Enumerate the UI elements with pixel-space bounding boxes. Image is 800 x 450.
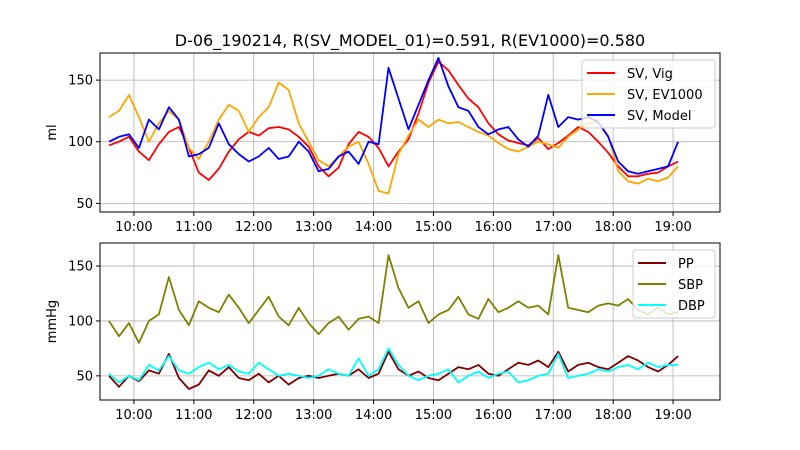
x-tick-label-1: 11:00 — [175, 220, 212, 235]
x-tick-label-3: 13:00 — [295, 408, 332, 423]
bottom-panel-bp: 10:00 11:00 12:00 13:00 14:00 15:00 16:00 17:00… — [45, 242, 721, 423]
y-tick-label-2: 150 — [68, 260, 93, 275]
legend-label-2: DBP — [678, 299, 705, 314]
top-panel-sv: 10:00 11:00 12:00 13:00 14:00 15:00 16:00 17:00… — [45, 52, 721, 235]
x-tick-label-6: 16:00 — [475, 220, 512, 235]
figure-title: D-06_190214, R(SV_MODEL_01)=0.591, R(EV1… — [175, 31, 645, 51]
y-tick-label-2: 150 — [68, 74, 93, 89]
series-line-1 — [108, 254, 679, 344]
legend-label-1: SBP — [678, 278, 703, 293]
legend-box — [632, 249, 716, 319]
x-tick-label-5: 15:00 — [415, 220, 452, 235]
y-axis-label: ml — [45, 124, 60, 140]
y-tick-label-0: 50 — [76, 369, 93, 384]
series-line-2 — [108, 347, 679, 384]
series-line-0 — [108, 350, 679, 390]
y-tick-label-1: 100 — [68, 314, 93, 329]
y-tick-label-0: 50 — [76, 197, 93, 212]
axes-frame — [99, 242, 721, 401]
legend: SV, Vig SV, EV1000 SV, Model — [581, 59, 716, 129]
x-tick-label-0: 10:00 — [115, 408, 152, 423]
x-tick-label-7: 17:00 — [535, 220, 572, 235]
x-tick-label-1: 11:00 — [175, 408, 212, 423]
legend-label-0: SV, Vig — [627, 67, 673, 82]
legend: PP SBP DBP — [632, 249, 716, 319]
y-tick-label-1: 100 — [68, 135, 93, 150]
x-tick-label-3: 13:00 — [295, 220, 332, 235]
x-tick-label-4: 14:00 — [355, 408, 392, 423]
x-tick-label-2: 12:00 — [235, 408, 272, 423]
axes-frame — [99, 52, 721, 213]
x-tick-label-9: 19:00 — [654, 220, 691, 235]
x-tick-label-2: 12:00 — [235, 220, 272, 235]
x-tick-label-7: 17:00 — [535, 408, 572, 423]
legend-box — [581, 59, 716, 129]
x-tick-label-0: 10:00 — [115, 220, 152, 235]
x-tick-label-4: 14:00 — [355, 220, 392, 235]
legend-label-1: SV, EV1000 — [627, 88, 703, 103]
x-tick-label-8: 18:00 — [594, 408, 631, 423]
x-tick-label-5: 15:00 — [415, 408, 452, 423]
legend-label-2: SV, Model — [627, 109, 691, 124]
legend-label-0: PP — [678, 257, 694, 272]
series-line-0 — [108, 60, 679, 181]
x-tick-label-8: 18:00 — [594, 220, 631, 235]
x-tick-label-9: 19:00 — [654, 408, 691, 423]
y-axis-label: mmHg — [45, 300, 60, 343]
x-tick-label-6: 16:00 — [475, 408, 512, 423]
